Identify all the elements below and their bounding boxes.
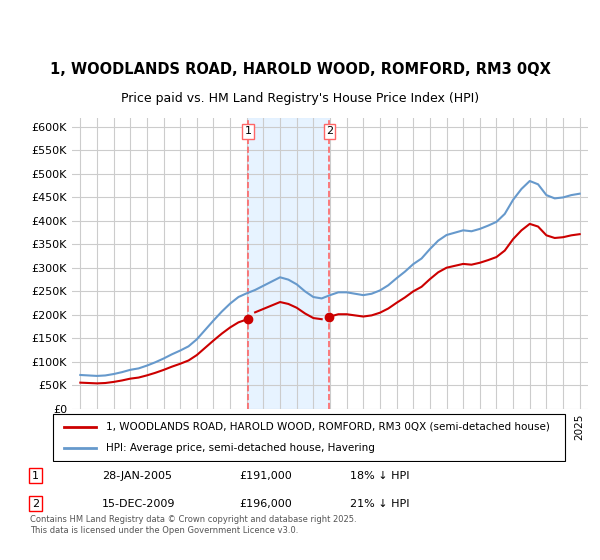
- Bar: [248, 118, 329, 409]
- Text: 2: 2: [326, 127, 333, 136]
- Text: 1: 1: [244, 127, 251, 136]
- Text: 1: 1: [32, 470, 39, 480]
- FancyBboxPatch shape: [53, 414, 565, 461]
- Text: Contains HM Land Registry data © Crown copyright and database right 2025.
This d: Contains HM Land Registry data © Crown c…: [30, 515, 356, 535]
- Text: HPI: Average price, semi-detached house, Havering: HPI: Average price, semi-detached house,…: [106, 443, 375, 453]
- Text: 15-DEC-2009: 15-DEC-2009: [102, 498, 175, 508]
- Text: 28-JAN-2005: 28-JAN-2005: [102, 470, 172, 480]
- Text: Price paid vs. HM Land Registry's House Price Index (HPI): Price paid vs. HM Land Registry's House …: [121, 92, 479, 105]
- Text: £191,000: £191,000: [240, 470, 293, 480]
- Text: 18% ↓ HPI: 18% ↓ HPI: [350, 470, 410, 480]
- Text: 1, WOODLANDS ROAD, HAROLD WOOD, ROMFORD, RM3 0QX (semi-detached house): 1, WOODLANDS ROAD, HAROLD WOOD, ROMFORD,…: [106, 422, 550, 432]
- Text: 1, WOODLANDS ROAD, HAROLD WOOD, ROMFORD, RM3 0QX: 1, WOODLANDS ROAD, HAROLD WOOD, ROMFORD,…: [50, 62, 550, 77]
- Text: 2: 2: [32, 498, 39, 508]
- Text: 21% ↓ HPI: 21% ↓ HPI: [350, 498, 410, 508]
- Text: £196,000: £196,000: [240, 498, 293, 508]
